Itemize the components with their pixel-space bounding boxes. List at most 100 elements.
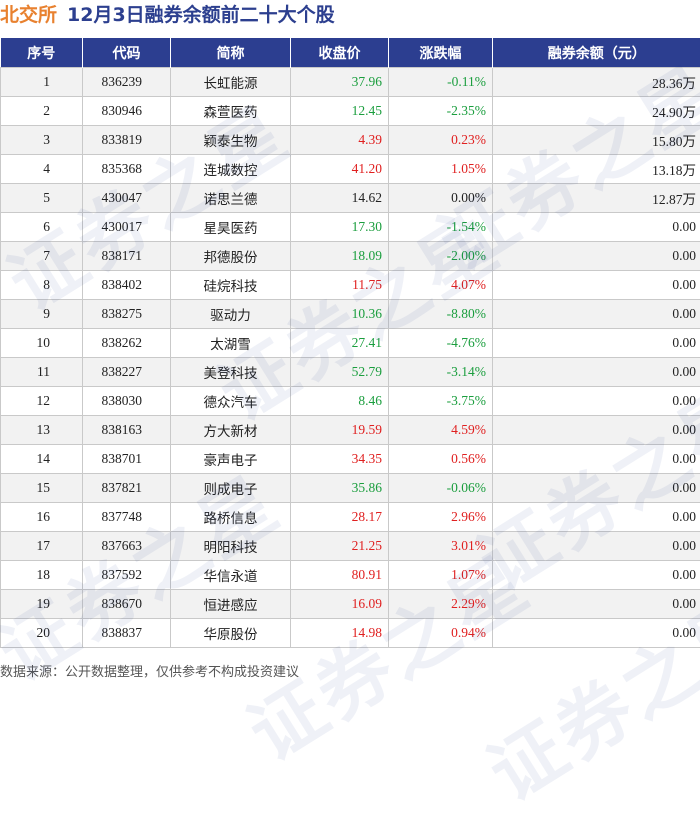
- stock-name: 邦德股份: [171, 242, 291, 271]
- row-index: 1: [1, 68, 83, 97]
- stock-code: 430017: [83, 213, 171, 242]
- margin-balance: 0.00: [493, 445, 700, 474]
- row-index: 4: [1, 155, 83, 184]
- change-percent: 2.96%: [389, 503, 493, 532]
- data-source-note: 数据来源：公开数据整理，仅供参考不构成投资建议: [0, 661, 299, 680]
- stock-name: 华原股份: [171, 619, 291, 648]
- change-percent: 0.56%: [389, 445, 493, 474]
- margin-balance: 0.00: [493, 561, 700, 590]
- change-percent: -2.00%: [389, 242, 493, 271]
- stock-name: 诺思兰德: [171, 184, 291, 213]
- close-price: 34.35: [291, 445, 389, 474]
- margin-balance: 0.00: [493, 329, 700, 358]
- close-price: 19.59: [291, 416, 389, 445]
- stock-code: 838670: [83, 590, 171, 619]
- stock-name: 美登科技: [171, 358, 291, 387]
- stock-name: 路桥信息: [171, 503, 291, 532]
- margin-balance: 28.36万: [493, 68, 700, 97]
- change-percent: 4.59%: [389, 416, 493, 445]
- stock-name: 恒进感应: [171, 590, 291, 619]
- stock-code: 838030: [83, 387, 171, 416]
- change-percent: -1.54%: [389, 213, 493, 242]
- stock-code: 830946: [83, 97, 171, 126]
- stock-code: 838163: [83, 416, 171, 445]
- row-index: 3: [1, 126, 83, 155]
- change-percent: 2.29%: [389, 590, 493, 619]
- column-header-name: 简称: [171, 38, 291, 68]
- stock-code: 837748: [83, 503, 171, 532]
- stock-code: 833819: [83, 126, 171, 155]
- row-index: 9: [1, 300, 83, 329]
- row-index: 16: [1, 503, 83, 532]
- close-price: 27.41: [291, 329, 389, 358]
- stock-code: 836239: [83, 68, 171, 97]
- stock-code: 837821: [83, 474, 171, 503]
- margin-balance: 0.00: [493, 213, 700, 242]
- change-percent: 1.07%: [389, 561, 493, 590]
- change-percent: 0.23%: [389, 126, 493, 155]
- row-index: 6: [1, 213, 83, 242]
- row-index: 2: [1, 97, 83, 126]
- column-header-code: 代码: [83, 38, 171, 68]
- margin-balance: 0.00: [493, 271, 700, 300]
- stock-code: 838275: [83, 300, 171, 329]
- stock-name: 则成电子: [171, 474, 291, 503]
- table-header-row: 序号 代码 简称 收盘价 涨跌幅 融券余额（元）: [1, 38, 700, 68]
- stock-code: 838227: [83, 358, 171, 387]
- change-percent: -0.11%: [389, 68, 493, 97]
- close-price: 14.98: [291, 619, 389, 648]
- row-index: 7: [1, 242, 83, 271]
- page-title: 12月3日融券余额前二十大个股: [67, 4, 335, 26]
- margin-balance: 15.80万: [493, 126, 700, 155]
- change-percent: 1.05%: [389, 155, 493, 184]
- margin-balance: 0.00: [493, 619, 700, 648]
- close-price: 16.09: [291, 590, 389, 619]
- margin-balance: 0.00: [493, 590, 700, 619]
- change-percent: -2.35%: [389, 97, 493, 126]
- stock-name: 星昊医药: [171, 213, 291, 242]
- stock-name: 硅烷科技: [171, 271, 291, 300]
- change-percent: -4.76%: [389, 329, 493, 358]
- stock-code: 835368: [83, 155, 171, 184]
- margin-balance: 0.00: [493, 474, 700, 503]
- stock-code: 838837: [83, 619, 171, 648]
- stock-name: 明阳科技: [171, 532, 291, 561]
- stock-name: 驱动力: [171, 300, 291, 329]
- change-percent: 4.07%: [389, 271, 493, 300]
- close-price: 28.17: [291, 503, 389, 532]
- stock-name: 连城数控: [171, 155, 291, 184]
- stock-name: 长虹能源: [171, 68, 291, 97]
- row-index: 18: [1, 561, 83, 590]
- margin-balance: 0.00: [493, 300, 700, 329]
- close-price: 41.20: [291, 155, 389, 184]
- close-price: 10.36: [291, 300, 389, 329]
- stock-code: 838402: [83, 271, 171, 300]
- margin-balance: 0.00: [493, 387, 700, 416]
- close-price: 11.75: [291, 271, 389, 300]
- stock-name: 森萱医药: [171, 97, 291, 126]
- column-header-change: 涨跌幅: [389, 38, 493, 68]
- row-index: 10: [1, 329, 83, 358]
- close-price: 35.86: [291, 474, 389, 503]
- stock-code: 838262: [83, 329, 171, 358]
- close-price: 37.96: [291, 68, 389, 97]
- row-index: 12: [1, 387, 83, 416]
- close-price: 12.45: [291, 97, 389, 126]
- close-price: 17.30: [291, 213, 389, 242]
